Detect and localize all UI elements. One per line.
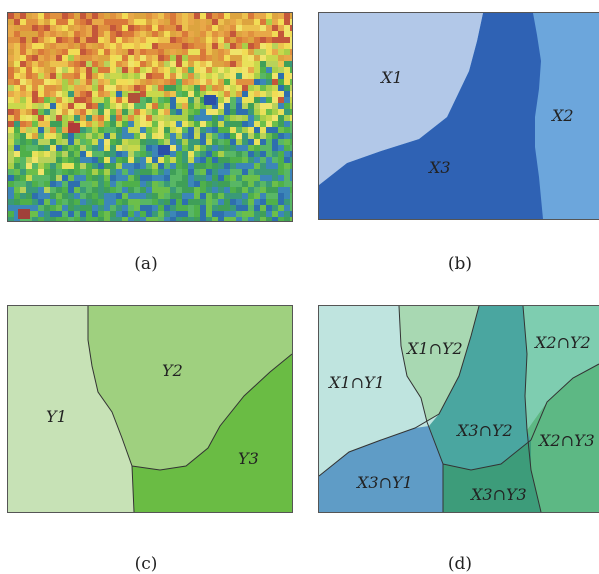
label-x1y1: X1∩Y1 — [327, 373, 385, 392]
label-y2: Y2 — [162, 361, 183, 380]
caption-c: (c) — [134, 554, 158, 574]
panel-b-x-zones: X1 X2 X3 — [318, 12, 599, 220]
zone-x1 — [319, 13, 483, 185]
zone-x2y2 — [523, 306, 599, 430]
label-x2y3: X2∩Y3 — [537, 431, 595, 450]
label-x3: X3 — [427, 158, 451, 177]
label-x3y1: X3∩Y1 — [355, 473, 413, 492]
zone-y2 — [88, 306, 292, 470]
label-x1y2: X1∩Y2 — [405, 339, 463, 358]
zone-x3y3 — [443, 440, 541, 512]
panel-a-raster-map — [7, 12, 293, 222]
zone-x3y2 — [429, 306, 531, 470]
zone-x3y1 — [319, 426, 443, 512]
raster-mosaic — [8, 13, 292, 221]
caption-d: (d) — [447, 554, 473, 574]
label-x2: X2 — [550, 106, 574, 125]
caption-b: (b) — [447, 254, 473, 274]
label-x1: X1 — [379, 68, 403, 87]
label-x3y2: X3∩Y2 — [455, 421, 513, 440]
panel-d-intersections: X1∩Y1 X1∩Y2 X2∩Y2 X3∩Y2 X2∩Y3 X3∩Y1 X3∩Y… — [318, 305, 599, 513]
label-x2y2: X2∩Y2 — [533, 333, 591, 352]
panel-c-y-zones: Y1 Y2 Y3 — [7, 305, 293, 513]
zone-x3 — [319, 13, 543, 219]
label-y3: Y3 — [238, 449, 259, 468]
zone-x2y3 — [527, 364, 599, 512]
zone-y3 — [132, 354, 292, 512]
zone-x1y2 — [399, 306, 479, 422]
caption-a: (a) — [134, 254, 158, 274]
label-x3y3: X3∩Y3 — [469, 485, 527, 504]
label-y1: Y1 — [46, 407, 67, 426]
